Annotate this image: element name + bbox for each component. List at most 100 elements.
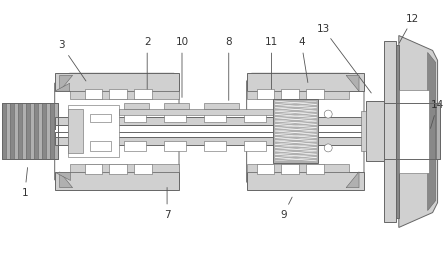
Bar bbox=[384, 103, 440, 159]
Bar bbox=[164, 114, 186, 122]
Polygon shape bbox=[246, 73, 364, 190]
Polygon shape bbox=[346, 172, 359, 188]
Bar bbox=[384, 103, 388, 159]
Bar bbox=[408, 103, 412, 159]
Bar bbox=[38, 103, 42, 159]
Bar bbox=[2, 103, 58, 159]
Bar bbox=[246, 91, 349, 99]
Polygon shape bbox=[55, 73, 179, 190]
Text: 4: 4 bbox=[298, 38, 308, 83]
Bar bbox=[70, 91, 179, 99]
Bar bbox=[246, 172, 364, 190]
Text: 7: 7 bbox=[164, 188, 170, 220]
Bar bbox=[164, 103, 189, 109]
Bar bbox=[244, 141, 266, 151]
Bar bbox=[50, 103, 54, 159]
Bar bbox=[257, 164, 274, 174]
Text: 14: 14 bbox=[430, 100, 444, 128]
Bar bbox=[55, 132, 383, 137]
Bar bbox=[361, 111, 366, 151]
Text: 10: 10 bbox=[175, 38, 189, 97]
Bar bbox=[412, 103, 416, 159]
Bar bbox=[257, 89, 274, 99]
Polygon shape bbox=[428, 52, 436, 211]
Bar bbox=[306, 164, 324, 174]
Circle shape bbox=[324, 110, 332, 118]
Bar bbox=[274, 99, 318, 163]
Bar bbox=[6, 103, 10, 159]
Bar bbox=[54, 103, 58, 159]
Bar bbox=[119, 109, 293, 115]
Bar bbox=[124, 114, 146, 122]
Bar bbox=[42, 103, 46, 159]
Bar bbox=[70, 164, 179, 172]
Bar bbox=[90, 141, 111, 151]
Circle shape bbox=[324, 144, 332, 152]
Bar bbox=[22, 103, 26, 159]
Text: 12: 12 bbox=[399, 14, 419, 43]
Bar bbox=[244, 114, 266, 122]
Bar bbox=[306, 89, 324, 99]
Bar bbox=[134, 89, 152, 99]
Bar bbox=[124, 141, 146, 151]
Bar bbox=[109, 164, 127, 174]
Text: 13: 13 bbox=[317, 24, 371, 93]
Text: 8: 8 bbox=[226, 38, 232, 100]
Bar bbox=[366, 101, 384, 161]
Polygon shape bbox=[59, 172, 73, 188]
Text: 11: 11 bbox=[265, 38, 278, 97]
Bar bbox=[392, 103, 396, 159]
Bar bbox=[124, 103, 149, 109]
Bar bbox=[84, 164, 103, 174]
Bar bbox=[2, 103, 6, 159]
Bar bbox=[90, 114, 111, 122]
Polygon shape bbox=[59, 75, 73, 91]
Text: 9: 9 bbox=[280, 197, 292, 220]
Bar bbox=[84, 89, 103, 99]
Bar bbox=[416, 103, 420, 159]
Bar bbox=[26, 103, 30, 159]
Text: 3: 3 bbox=[58, 41, 86, 81]
Bar bbox=[67, 105, 119, 157]
Bar bbox=[424, 103, 428, 159]
Bar bbox=[204, 103, 239, 109]
Bar bbox=[404, 103, 408, 159]
Bar bbox=[388, 103, 392, 159]
Polygon shape bbox=[55, 172, 70, 180]
Bar bbox=[55, 125, 383, 130]
Bar bbox=[55, 130, 383, 132]
Bar bbox=[281, 89, 299, 99]
Polygon shape bbox=[55, 83, 70, 91]
Bar bbox=[400, 103, 404, 159]
Polygon shape bbox=[399, 36, 438, 227]
Bar bbox=[46, 103, 50, 159]
Bar bbox=[134, 164, 152, 174]
Polygon shape bbox=[346, 75, 359, 91]
Bar bbox=[246, 164, 349, 172]
Bar bbox=[420, 103, 424, 159]
Bar bbox=[55, 117, 363, 125]
Bar bbox=[18, 103, 22, 159]
Bar bbox=[55, 73, 179, 91]
Bar bbox=[428, 103, 432, 159]
Bar bbox=[436, 103, 440, 159]
Text: 1: 1 bbox=[22, 168, 28, 198]
Bar bbox=[396, 103, 400, 159]
Bar bbox=[246, 73, 364, 91]
Bar bbox=[55, 172, 179, 190]
Text: 2: 2 bbox=[144, 38, 151, 97]
Bar bbox=[384, 41, 396, 222]
Bar bbox=[67, 109, 83, 153]
Bar bbox=[204, 114, 226, 122]
Bar bbox=[10, 103, 14, 159]
Bar bbox=[399, 90, 428, 173]
Bar bbox=[204, 141, 226, 151]
Bar bbox=[396, 45, 399, 218]
Bar bbox=[164, 141, 186, 151]
Bar bbox=[55, 137, 363, 145]
Bar bbox=[30, 103, 34, 159]
Bar bbox=[281, 164, 299, 174]
Bar bbox=[109, 89, 127, 99]
Bar bbox=[14, 103, 18, 159]
Bar bbox=[34, 103, 38, 159]
